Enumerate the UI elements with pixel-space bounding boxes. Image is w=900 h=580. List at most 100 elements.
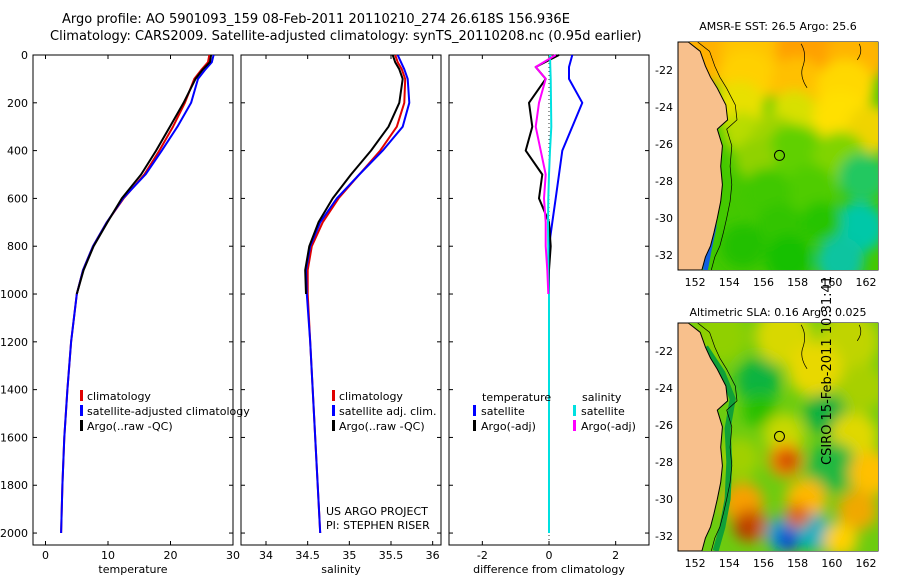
sla-map-ytick-label: -32 <box>655 530 673 543</box>
sst-map-blob <box>720 223 766 269</box>
sla-map-xtick-label: 156 <box>753 557 774 570</box>
salinity-profile-xtick-label: 35.5 <box>379 549 404 562</box>
diff-legend-label: Argo(-adj) <box>481 420 536 433</box>
temperature-profile-legend-label: satellite-adjusted climatology <box>87 405 250 418</box>
header-line-1: Argo profile: AO 5901093_159 08-Feb-2011… <box>62 12 570 27</box>
project-line-1: US ARGO PROJECT <box>326 505 428 518</box>
header-line-2: Climatology: CARS2009. Satellite-adjuste… <box>50 29 642 44</box>
sst-map-isobath <box>697 42 738 270</box>
temperature-profile-series-argo <box>75 54 213 295</box>
temperature-profile-ytick-label: 400 <box>7 145 28 158</box>
sst-map-xtick-label: 156 <box>753 276 774 289</box>
temperature-profile-legend-label: climatology <box>87 390 151 403</box>
sst-map-ytick-label: -28 <box>655 175 673 188</box>
sla-map-blob <box>777 449 798 471</box>
difference-profile-xtick-label: 0 <box>546 549 553 562</box>
temperature-profile-xtick-label: 30 <box>226 549 240 562</box>
sla-map-blob <box>787 341 843 397</box>
sla-map-blob <box>719 437 761 479</box>
salinity-profile-legend-swatch <box>332 420 335 431</box>
diff-legend-swatch <box>473 405 476 416</box>
sst-map-blob <box>838 153 878 202</box>
temperature-profile-ytick-label: 2000 <box>0 527 28 540</box>
temperature-profile-legend-label: Argo(..raw -QC) <box>87 420 173 433</box>
sst-map-blob <box>816 236 865 270</box>
salinity-profile-xtick-label: 35 <box>342 549 356 562</box>
sla-map-shelf <box>702 345 736 551</box>
sla-map-isobath <box>697 323 738 551</box>
project-line-2: PI: STEPHEN RISER <box>326 519 430 532</box>
temperature-profile-ytick-label: 1600 <box>0 431 28 444</box>
salinity-profile-legend-swatch <box>332 405 335 416</box>
sst-map-float-marker <box>773 149 785 161</box>
sst-map-blob <box>765 234 814 270</box>
temperature-profile-series-satellite <box>60 54 215 534</box>
temperature-profile-ytick-label: 0 <box>21 49 28 62</box>
sst-map-title: AMSR-E SST: 26.5 Argo: 25.6 <box>699 20 857 33</box>
diff-legend-label: satellite <box>581 405 625 418</box>
sla-map-ytick-label: -30 <box>655 493 673 506</box>
credit-label: CSIRO 15-Feb-2011 10:31:41 <box>820 275 835 465</box>
difference-profile-series-salinity-satellite <box>547 54 553 533</box>
sla-map-xtick-label: 154 <box>719 557 740 570</box>
temperature-profile-ytick-label: 1400 <box>0 384 28 397</box>
temperature-profile-xlabel: temperature <box>98 563 167 576</box>
sla-map-blob <box>836 489 878 531</box>
sst-map-ytick-label: -32 <box>655 249 673 262</box>
sst-map-xtick-label: 154 <box>719 276 740 289</box>
sla-map-ytick-label: -24 <box>655 382 673 395</box>
temperature-profile-legend-swatch <box>80 405 83 416</box>
temperature-profile-ytick-label: 200 <box>7 97 28 110</box>
sst-map-xtick-label: 162 <box>856 276 877 289</box>
temperature-profile-ytick-label: 1000 <box>0 288 28 301</box>
salinity-profile-xlabel: salinity <box>321 563 361 576</box>
sla-map-blob <box>785 503 810 528</box>
sla-map-ytick-label: -26 <box>655 419 673 432</box>
temperature-profile-ytick-label: 1800 <box>0 479 28 492</box>
sst-map-reef-contour <box>800 43 808 89</box>
sst-map-xtick-label: 152 <box>685 276 706 289</box>
sla-map-blob <box>838 363 878 412</box>
temperature-profile-ytick-label: 800 <box>7 240 28 253</box>
salinity-profile-frame <box>240 54 442 546</box>
salinity-profile-series-satellite <box>305 54 411 534</box>
salinity-profile-legend-swatch <box>332 390 335 401</box>
diff-legend-label: satellite <box>481 405 525 418</box>
sst-map-xtick-label: 158 <box>787 276 808 289</box>
sla-map-land <box>678 323 729 551</box>
sla-map-xtick-label: 162 <box>856 557 877 570</box>
diff-legend-swatch <box>573 420 576 431</box>
project-label: US ARGO PROJECT PI: STEPHEN RISER <box>326 505 430 533</box>
sla-map-blob <box>806 441 858 494</box>
sst-map-reef-contour <box>856 43 862 61</box>
sla-map-blob <box>848 450 878 496</box>
sla-map-ytick-label: -28 <box>655 456 673 469</box>
diff-legend-label: Argo(-adj) <box>581 420 636 433</box>
diff-legend-title-salinity: salinity <box>582 391 622 404</box>
sst-map-ytick-label: -26 <box>655 138 673 151</box>
diff-legend-swatch <box>573 405 576 416</box>
temperature-profile-legend-swatch <box>80 390 83 401</box>
temperature-profile-legend-swatch <box>80 420 83 431</box>
difference-profile-xtick-label: -2 <box>477 549 488 562</box>
sla-map-blobs <box>693 323 878 551</box>
diff-legend-swatch <box>473 420 476 431</box>
sla-map-xtick-label: 152 <box>685 557 706 570</box>
temperature-profile-ytick-label: 600 <box>7 192 28 205</box>
temperature-profile-series-climatology <box>60 54 211 534</box>
temperature-profile-xtick-label: 20 <box>164 549 178 562</box>
diff-legend-title-temperature: temperature <box>482 391 551 404</box>
sla-map-blob <box>742 393 778 428</box>
salinity-profile-xtick-label: 34 <box>259 549 273 562</box>
salinity-profile-legend-label: climatology <box>339 390 403 403</box>
sla-map-float-marker <box>773 430 785 442</box>
sla-map-blob <box>736 358 781 403</box>
sla-map-blob <box>777 527 802 551</box>
sst-map-field <box>678 42 878 270</box>
salinity-profile-xtick-label: 36 <box>426 549 440 562</box>
difference-profile-series-salinity-argo-adj- <box>534 54 557 295</box>
sla-map-ytick-label: -22 <box>655 345 673 358</box>
sst-map-ytick-label: -30 <box>655 212 673 225</box>
sla-map-reef-contour <box>800 324 808 370</box>
